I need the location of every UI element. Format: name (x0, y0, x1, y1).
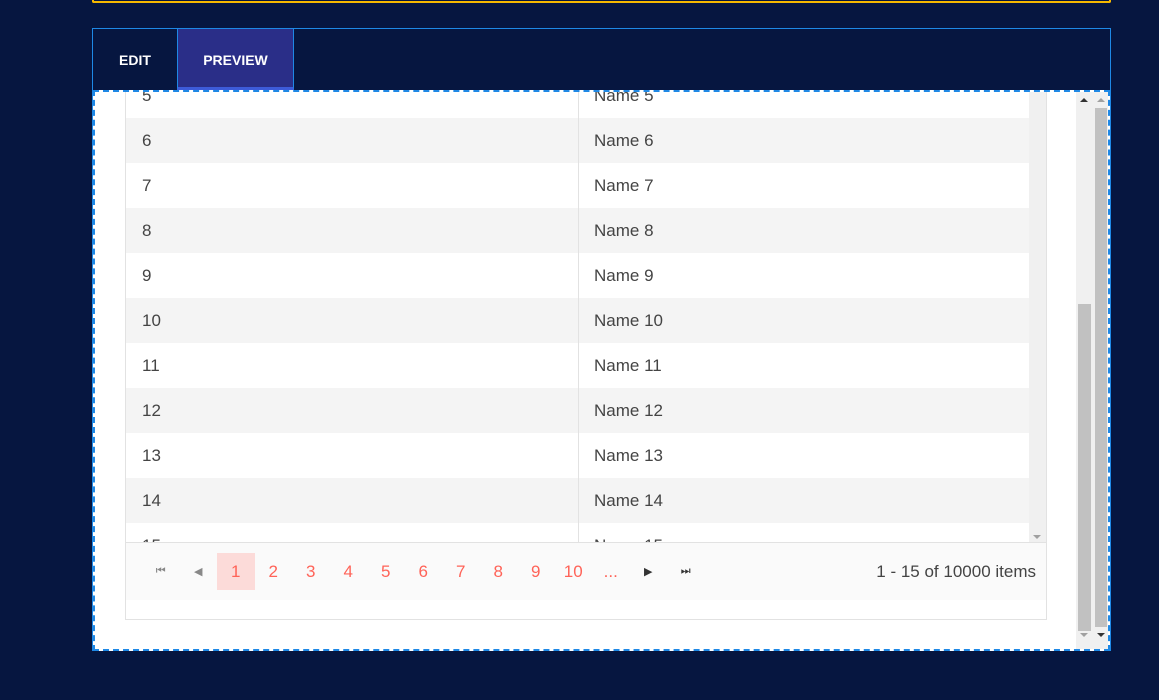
page-1-button[interactable]: 1 (217, 553, 255, 590)
cell-id: 5 (126, 92, 579, 118)
table-row[interactable]: 9 Name 9 (126, 253, 1029, 298)
scroll-down-icon[interactable] (1097, 633, 1105, 637)
cell-id: 6 (126, 118, 579, 163)
table-row[interactable]: 6 Name 6 (126, 118, 1029, 163)
scroll-thumb[interactable] (1095, 108, 1107, 627)
page-7-button[interactable]: 7 (456, 561, 466, 581)
cell-name: Name 13 (594, 446, 663, 465)
tab-preview[interactable]: PREVIEW (177, 29, 294, 90)
cell-id: 8 (126, 208, 579, 253)
page-9-button[interactable]: 9 (531, 561, 541, 581)
page-8-button[interactable]: 8 (493, 561, 503, 581)
pager: ⏮ ◀ 1 2 3 4 5 6 7 8 9 10... ▶ ⏭ 1 - 15 of 10000 i… (126, 542, 1046, 600)
editor-panel: EDIT PREVIEW 5 Name 5 6 Name 6 7 Name 7 8 Name … (92, 28, 1111, 651)
grid-scrollbar[interactable] (1029, 92, 1046, 542)
cell-id: 7 (126, 163, 579, 208)
prev-page-button[interactable]: ◀ (194, 566, 203, 578)
top-panel-border (92, 0, 1111, 3)
cell-name: Name 12 (594, 401, 663, 420)
cell-name: Name 9 (594, 266, 654, 285)
grid-rows: 5 Name 5 6 Name 6 7 Name 7 8 Name 8 9 Name 9 10 Nam… (126, 90, 1029, 568)
page-3-button[interactable]: 3 (306, 561, 316, 581)
table-row[interactable]: 14 Name 14 (126, 478, 1029, 523)
table-row[interactable]: 13 Name 13 (126, 433, 1029, 478)
data-grid: 5 Name 5 6 Name 6 7 Name 7 8 Name 8 9 Name 9 10 Nam… (125, 90, 1047, 620)
cell-name: Name 8 (594, 221, 654, 240)
inner-scrollbar[interactable] (1076, 92, 1093, 649)
cell-id: 10 (126, 298, 579, 343)
cell-id: 11 (126, 343, 579, 388)
cell-id: 9 (126, 253, 579, 298)
tab-bar: EDIT PREVIEW (93, 29, 294, 90)
page-5-button[interactable]: 5 (381, 561, 391, 581)
cell-name: Name 14 (594, 491, 663, 510)
cell-id: 13 (126, 433, 579, 478)
scroll-up-icon[interactable] (1080, 98, 1088, 102)
table-row[interactable]: 12 Name 12 (126, 388, 1029, 433)
cell-name: Name 6 (594, 131, 654, 150)
outer-scrollbar[interactable] (1080, 92, 1108, 649)
scroll-up-icon[interactable] (1097, 98, 1105, 102)
page-4-button[interactable]: 4 (343, 561, 353, 581)
cell-id: 14 (126, 478, 579, 523)
cell-name: Name 5 (594, 90, 654, 105)
cell-name: Name 7 (594, 176, 654, 195)
scroll-down-icon[interactable] (1033, 535, 1041, 539)
page-6-button[interactable]: 6 (418, 561, 428, 581)
scroll-thumb[interactable] (1078, 304, 1091, 631)
table-row[interactable]: 11 Name 11 (126, 343, 1029, 388)
cell-name: Name 10 (594, 311, 663, 330)
tab-edit[interactable]: EDIT (119, 51, 151, 68)
table-row[interactable]: 5 Name 5 (126, 90, 1029, 118)
page-numbers: 1 2 3 4 5 6 7 8 9 10... (217, 553, 630, 590)
table-row[interactable]: 7 Name 7 (126, 163, 1029, 208)
page-10-button[interactable]: 10 (563, 561, 583, 581)
table-row[interactable]: 8 Name 8 (126, 208, 1029, 253)
scroll-down-icon[interactable] (1080, 633, 1088, 637)
first-page-button[interactable]: ⏮ (155, 565, 166, 577)
table-row[interactable]: 10 Name 10 (126, 298, 1029, 343)
cell-id: 12 (126, 388, 579, 433)
last-page-button[interactable]: ⏭ (680, 565, 691, 577)
page-2-button[interactable]: 2 (268, 561, 278, 581)
next-page-button[interactable]: ▶ (644, 566, 653, 578)
pager-info: 1 - 15 of 10000 items (876, 561, 1036, 581)
preview-area: 5 Name 5 6 Name 6 7 Name 7 8 Name 8 9 Name 9 10 Nam… (93, 90, 1110, 651)
cell-name: Name 11 (594, 356, 662, 375)
page-more-button[interactable]: ... (603, 561, 618, 581)
